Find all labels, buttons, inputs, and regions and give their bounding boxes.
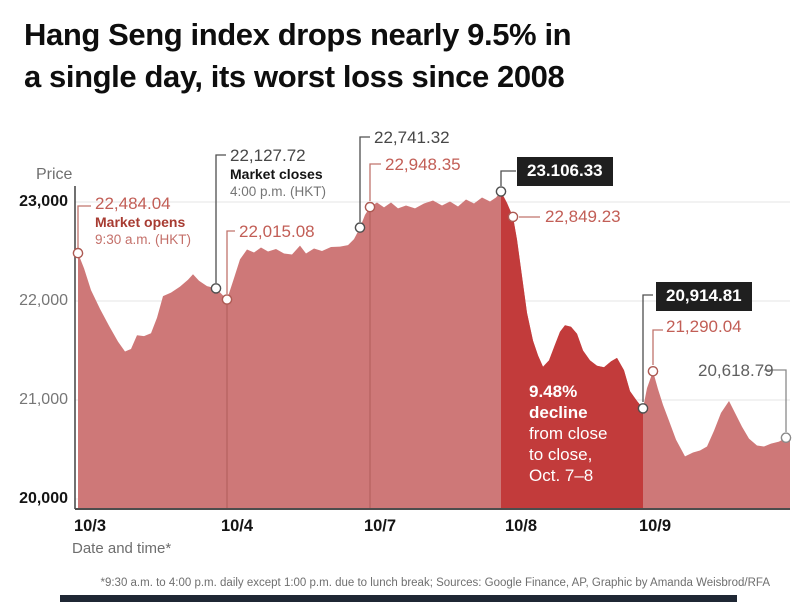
oct3-close-time: 4:00 p.m. (HKT)	[230, 183, 327, 199]
y-tick-23000: 23,000	[19, 193, 68, 210]
annotation-last-value: 20,618.79	[698, 361, 774, 380]
oct3-open-label: Market opens	[95, 214, 186, 231]
oct3-open-value: 22,484.04	[95, 194, 171, 213]
data-point-markers	[72, 186, 792, 444]
page-title: Hang Seng index drops nearly 9.5% in a s…	[24, 14, 572, 98]
last-value: 20,618.79	[698, 361, 774, 380]
leader-oct8-close	[642, 294, 653, 402]
oct7-close-value: 23.106.33	[527, 161, 603, 180]
y-tick-22000: 22,000	[19, 292, 68, 309]
x-tick-10-3: 10/3	[73, 517, 107, 535]
oct7-open-value: 22,948.35	[385, 155, 461, 174]
marker-22849.23	[507, 211, 519, 223]
oct4-close-value: 22,741.32	[374, 128, 450, 147]
decline-line-5: Oct. 7–8	[529, 466, 594, 485]
annotation-oct4-close: 22,741.32	[374, 128, 450, 147]
axes-lines	[74, 186, 790, 510]
leader-oct3-open	[77, 205, 91, 248]
annotation-oct8-open: 22,849.23	[545, 207, 621, 226]
annotation-oct7-close-box: 23.106.33	[517, 157, 613, 186]
annotation-oct4-open: 22,015.08	[239, 222, 315, 241]
oct9-open-value: 21,290.04	[666, 317, 742, 336]
annotation-oct7-open: 22,948.35	[385, 155, 461, 174]
marker-22127.72	[210, 283, 222, 294]
oct3-close-value: 22,127.72	[230, 146, 306, 165]
x-tick-10-9: 10/9	[638, 517, 672, 535]
leader-oct4-open	[226, 230, 235, 294]
marker-23106.33	[495, 186, 507, 197]
marker-22948.35	[364, 201, 376, 213]
annotation-oct3-close: 22,127.72 Market closes 4:00 p.m. (HKT)	[230, 146, 326, 199]
leader-oct4-close	[359, 136, 370, 222]
x-tick-10-7: 10/7	[363, 517, 397, 535]
annotation-oct8-close-box: 20,914.81	[656, 282, 752, 311]
oct8-open-value: 22,849.23	[545, 207, 621, 226]
leader-oct7-close	[500, 170, 516, 186]
marker-20618.79	[780, 432, 792, 444]
leader-oct7-open	[369, 163, 381, 201]
oct3-open-time: 9:30 a.m. (HKT)	[95, 231, 192, 247]
marker-22484.04	[72, 247, 84, 259]
area-fills	[78, 191, 790, 509]
marker-21290.04	[647, 365, 659, 377]
decline-line-3: from close	[529, 424, 608, 443]
annotation-oct3-open: 22,484.04 Market opens 9:30 a.m. (HKT)	[95, 194, 191, 247]
leader-last	[764, 369, 787, 432]
y-tick-21000: 21,000	[19, 391, 68, 408]
title-line-1: Hang Seng index drops nearly 9.5% in	[24, 17, 572, 52]
footer-brand-bar	[60, 595, 737, 602]
title-line-2: a single day, its worst loss since 2008	[24, 59, 565, 94]
day-dividers	[226, 209, 371, 508]
source-footnote: *9:30 a.m. to 4:00 p.m. daily except 1:0…	[100, 577, 770, 589]
x-tick-10-4: 10/4	[220, 517, 254, 535]
leader-oct3-close	[215, 154, 226, 283]
area-dark-decline	[501, 191, 643, 509]
y-tick-20000: 20,000	[19, 490, 68, 507]
decline-callout: 9.48% decline from close to close, Oct. …	[529, 381, 649, 486]
x-axis-title: Date and time*	[72, 540, 172, 557]
marker-20914.81	[637, 403, 649, 414]
decline-line-2: decline	[529, 403, 588, 422]
decline-line-4: to close,	[529, 445, 593, 464]
y-axis-title: Price	[36, 166, 73, 183]
oct3-close-label: Market closes	[230, 166, 323, 183]
annotation-oct9-open: 21,290.04	[666, 317, 742, 336]
oct4-open-value: 22,015.08	[239, 222, 315, 241]
leader-lines	[77, 136, 787, 432]
leader-oct9-open	[652, 329, 663, 365]
marker-22741.32	[354, 222, 366, 233]
oct8-close-value: 20,914.81	[666, 286, 742, 305]
marker-22015.08	[221, 294, 233, 305]
decline-line-1: 9.48%	[529, 382, 578, 401]
x-tick-10-8: 10/8	[504, 517, 538, 535]
